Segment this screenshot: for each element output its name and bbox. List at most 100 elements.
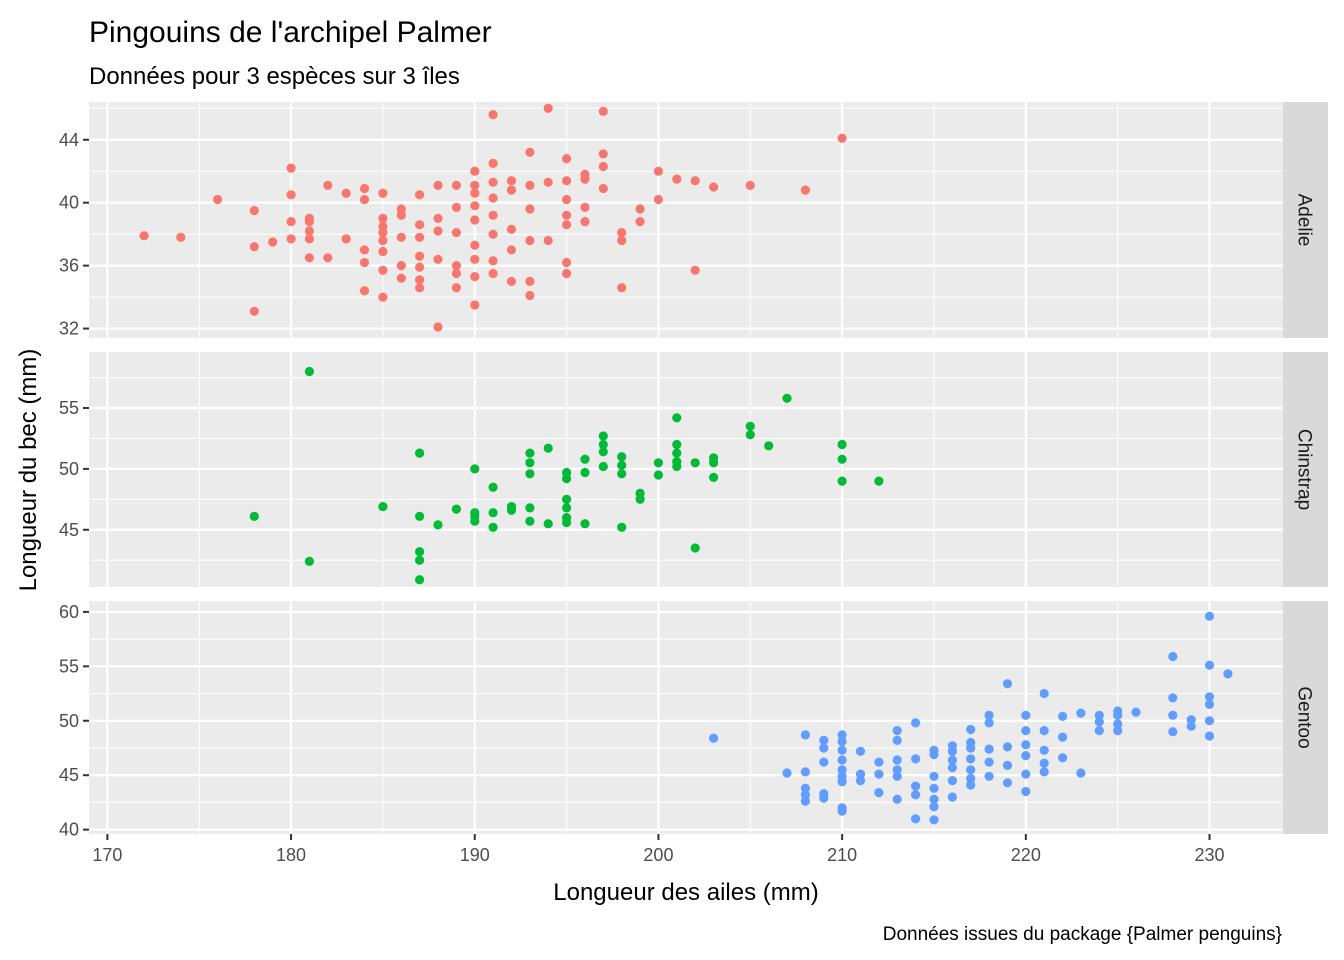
data-point: [470, 254, 480, 264]
x-tick-label: 180: [276, 845, 306, 865]
data-point: [929, 815, 939, 825]
data-point: [286, 217, 296, 227]
data-point: [617, 452, 627, 462]
data-point: [525, 235, 535, 246]
data-point: [1002, 778, 1013, 788]
data-point: [359, 286, 370, 296]
data-point: [1168, 651, 1178, 662]
data-point: [690, 176, 700, 186]
x-tick-label: 230: [1194, 845, 1224, 865]
data-point: [874, 476, 884, 486]
data-point: [1039, 726, 1049, 736]
data-point: [819, 743, 829, 753]
data-point: [837, 755, 847, 765]
data-point: [415, 448, 425, 458]
data-point: [1186, 715, 1196, 725]
data-point: [562, 257, 572, 268]
data-point: [562, 517, 572, 528]
data-point: [304, 366, 314, 377]
data-point: [451, 283, 461, 293]
data-point: [837, 806, 847, 816]
data-point: [562, 268, 572, 279]
data-point: [580, 467, 590, 478]
data-point: [892, 794, 902, 804]
y-tick-label: 55: [59, 656, 79, 676]
data-point: [947, 763, 958, 773]
data-point: [506, 245, 517, 255]
data-point: [598, 106, 608, 116]
y-tick-label: 50: [59, 459, 79, 479]
data-point: [1021, 740, 1031, 750]
data-point: [543, 235, 553, 246]
data-point: [966, 780, 976, 790]
facet-strip: [1283, 102, 1328, 338]
data-point: [286, 234, 296, 244]
data-point: [488, 482, 498, 492]
data-point: [911, 814, 921, 824]
facet-strip: [1283, 352, 1328, 587]
data-point: [304, 217, 314, 227]
data-point: [1204, 611, 1215, 621]
data-point: [947, 755, 958, 765]
data-point: [672, 461, 682, 472]
data-point: [855, 769, 866, 779]
y-tick-label: 60: [59, 602, 79, 622]
data-point: [892, 771, 902, 781]
data-point: [488, 193, 498, 203]
data-point: [451, 261, 461, 271]
data-point: [947, 776, 958, 786]
facet-strip: [1283, 601, 1328, 834]
data-point: [249, 206, 259, 216]
data-point: [598, 183, 608, 194]
data-point: [1058, 753, 1068, 763]
data-point: [984, 718, 994, 728]
chart-caption: Données issues du package {Palmer pengui…: [883, 924, 1282, 945]
x-axis: 170 180 190 200 210 220 230: [92, 834, 1225, 865]
data-point: [415, 511, 425, 521]
data-point: [874, 769, 884, 779]
data-point: [690, 543, 700, 553]
data-point: [415, 555, 425, 565]
data-point: [1002, 679, 1013, 689]
data-point: [470, 272, 480, 282]
facet-panels: 32 36 40 44 Adelie 45 50 55 Chinstrap 40 45 50 55 60 G…: [59, 102, 1328, 840]
data-point: [470, 464, 480, 474]
data-point: [819, 757, 829, 767]
data-point: [1204, 660, 1215, 670]
data-point: [359, 245, 370, 255]
data-point: [304, 234, 314, 244]
data-point: [1094, 717, 1104, 727]
data-point: [396, 273, 406, 283]
y-tick-label: 44: [59, 130, 79, 150]
data-point: [580, 454, 590, 464]
data-point: [543, 177, 553, 187]
data-point: [378, 188, 388, 198]
data-point: [451, 504, 461, 514]
data-point: [966, 754, 976, 764]
data-point: [709, 458, 719, 468]
data-point: [966, 743, 976, 753]
y-tick-label: 45: [59, 765, 79, 785]
data-point: [470, 188, 480, 198]
data-point: [1094, 710, 1104, 720]
data-point: [672, 439, 682, 450]
data-point: [1094, 726, 1104, 736]
data-point: [874, 757, 884, 767]
data-point: [653, 470, 664, 480]
data-point: [488, 210, 498, 220]
data-point: [506, 185, 517, 195]
y-tick-label: 32: [59, 319, 79, 339]
data-point: [488, 110, 498, 120]
data-point: [1113, 726, 1123, 736]
data-point: [653, 194, 664, 205]
x-tick-label: 170: [92, 845, 122, 865]
data-point: [1039, 688, 1049, 699]
data-point: [911, 781, 921, 791]
data-point: [709, 182, 719, 192]
data-point: [525, 276, 535, 286]
data-point: [819, 735, 829, 746]
data-point: [249, 511, 259, 521]
data-point: [415, 251, 425, 261]
data-point: [286, 190, 296, 200]
data-point: [562, 154, 572, 164]
